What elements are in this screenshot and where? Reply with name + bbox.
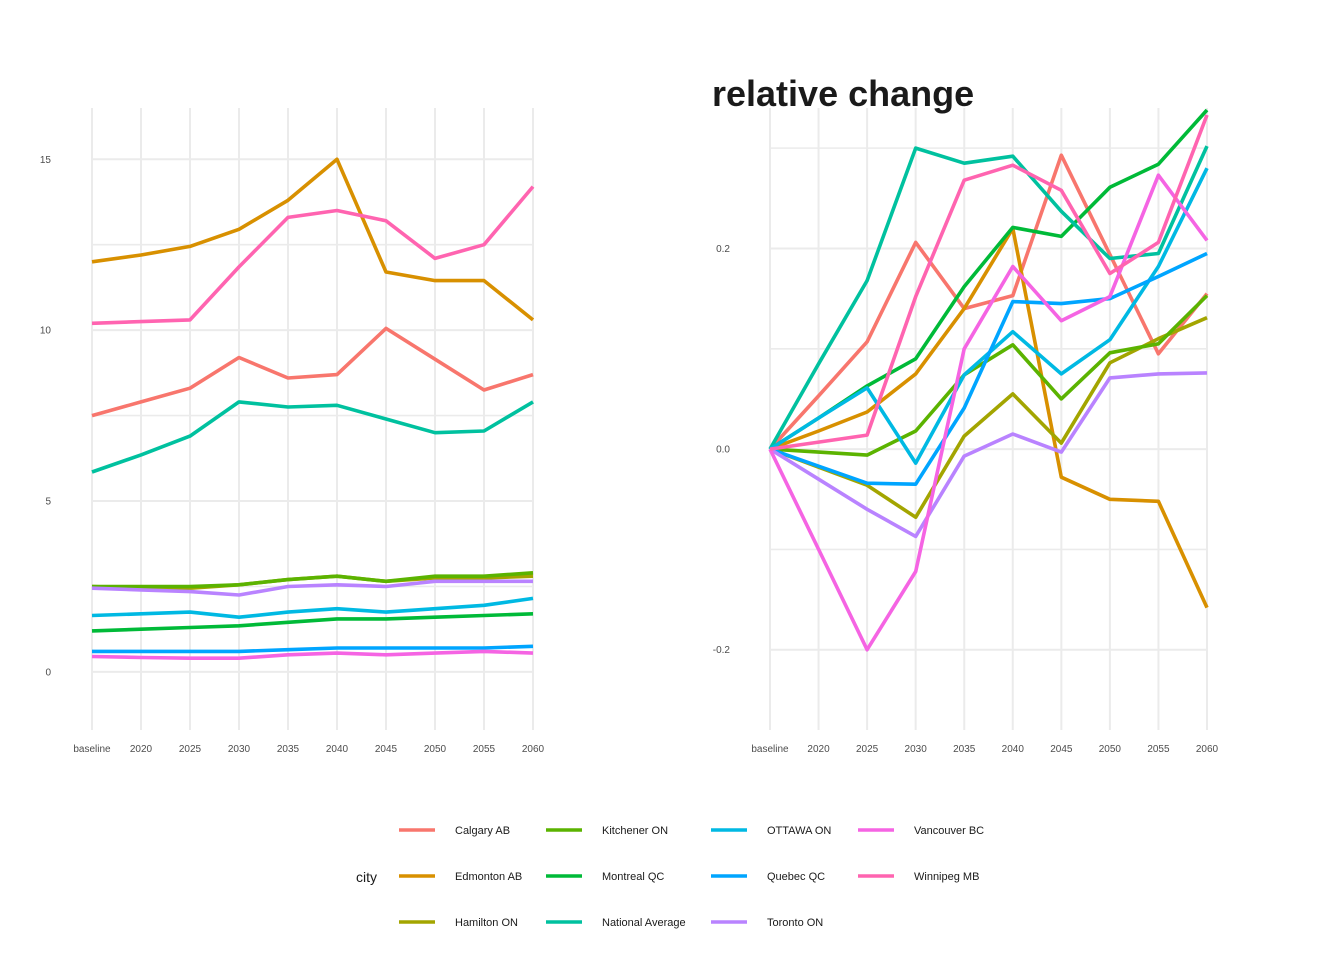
left-series-line-national-average — [91, 400, 534, 474]
left-x-tick-label: 2020 — [130, 744, 153, 755]
left-x-tick-label: 2060 — [522, 744, 545, 755]
legend-title: city — [356, 869, 377, 885]
left-series-line-toronto-on — [91, 579, 533, 597]
right-series-line-quebec-qc — [769, 251, 1208, 487]
left-series-line-calgary-ab — [91, 326, 534, 418]
legend-label-kitchener-on: Kitchener ON — [602, 825, 668, 837]
legend-label-quebec-qc: Quebec QC — [767, 871, 825, 883]
right-panel-title: relative change — [712, 73, 974, 114]
legend-label-montreal-qc: Montreal QC — [602, 871, 664, 883]
right-series-line-national-average — [768, 145, 1209, 450]
right-x-tick-label: 2050 — [1099, 744, 1122, 755]
right-x-tick-label: baseline — [751, 744, 789, 755]
left-series-line-quebec-qc — [92, 644, 534, 654]
left-x-tick-label: 2045 — [375, 744, 398, 755]
left-series-line-edmonton-ab — [91, 157, 535, 322]
left-y-tick-label: 10 — [40, 326, 52, 337]
left-x-tick-label: 2035 — [277, 744, 300, 755]
left-y-tick-label: 15 — [40, 155, 52, 166]
left-series-line-kitchener-on — [92, 571, 534, 589]
right-y-tick-label: 0.2 — [716, 244, 730, 255]
left-x-tick-label: 2025 — [179, 744, 202, 755]
right-x-tick-label: 2055 — [1147, 744, 1170, 755]
right-panel: -0.2 0.0 0.2 baseline 2020 2025 2030 2035 2040 20… — [713, 108, 1219, 755]
left-series-line-montreal-qc — [91, 612, 534, 633]
left-panel: 0 5 10 15 baseline 2020 2025 2030 2035 2040 2045 20… — [40, 108, 545, 755]
right-x-tick-label: 2060 — [1196, 744, 1219, 755]
left-x-tick-label: baseline — [73, 744, 111, 755]
left-series-line-ottawa-on — [91, 596, 534, 620]
legend-label-national-average: National Average — [602, 917, 686, 929]
left-y-tick-label: 0 — [45, 667, 51, 678]
right-x-tick-label: 2040 — [1002, 744, 1025, 755]
legend-label-hamilton-on: Hamilton ON — [455, 917, 518, 929]
right-series-line-toronto-on — [769, 371, 1208, 539]
right-series-line-edmonton-ab — [769, 226, 1209, 609]
right-y-tick-label: -0.2 — [713, 645, 731, 656]
legend-label-edmonton-ab: Edmonton AB — [455, 871, 522, 883]
right-y-tick-label: 0.0 — [716, 445, 730, 456]
legend-label-winnipeg-mb: Winnipeg MB — [914, 871, 979, 883]
right-series-line-kitchener-on — [769, 294, 1209, 457]
right-series-line-winnipeg-mb — [769, 114, 1209, 451]
right-x-tick-label: 2035 — [953, 744, 976, 755]
left-x-tick-label: 2050 — [424, 744, 447, 755]
right-series-line-vancouver-bc — [768, 173, 1209, 652]
legend-label-calgary-ab: Calgary AB — [455, 825, 510, 837]
legend: city Calgary AB Edmonton AB Hamilton ON Kit… — [356, 825, 984, 929]
left-x-tick-label: 2055 — [473, 744, 496, 755]
left-series-line-winnipeg-mb — [91, 185, 535, 326]
legend-label-vancouver-bc: Vancouver BC — [914, 825, 984, 837]
right-x-tick-label: 2045 — [1050, 744, 1073, 755]
right-x-tick-label: 2025 — [856, 744, 879, 755]
legend-label-toronto-on: Toronto ON — [767, 917, 823, 929]
right-x-tick-label: 2020 — [807, 744, 830, 755]
left-y-tick-label: 5 — [45, 497, 51, 508]
right-x-tick-label: 2030 — [905, 744, 928, 755]
left-series-line-vancouver-bc — [91, 649, 534, 661]
left-x-tick-label: 2030 — [228, 744, 251, 755]
left-x-tick-label: 2040 — [326, 744, 349, 755]
legend-label-ottawa-on: OTTAWA ON — [767, 825, 831, 837]
